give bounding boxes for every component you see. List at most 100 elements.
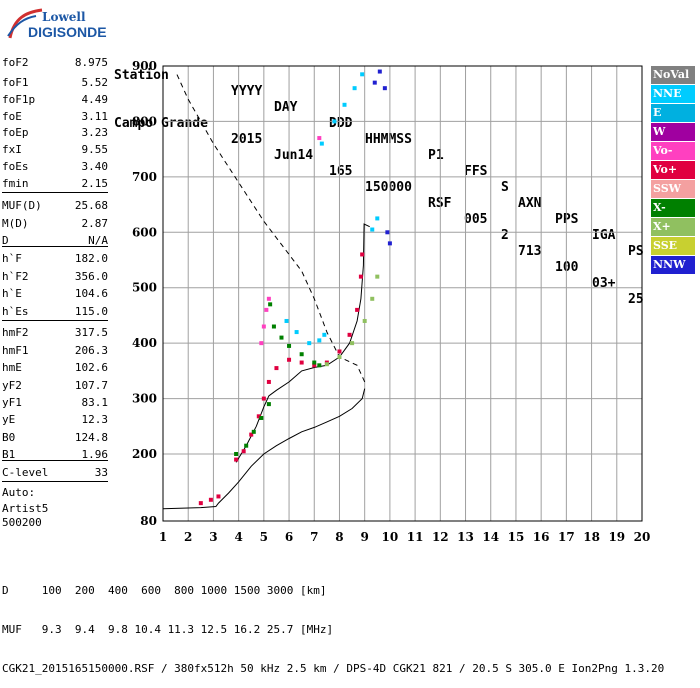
y-tick-label: 800 [132, 114, 157, 128]
param-row: foEp 3.23 [2, 126, 108, 140]
header-label-day: DAY [274, 100, 298, 115]
echo-point [249, 432, 254, 437]
param-row: foE 3.11 [2, 110, 108, 124]
param-row: C-level 33 [2, 466, 108, 480]
param-name: fmin [2, 177, 29, 190]
logo-text-digisonde: DIGISONDE [28, 24, 107, 40]
param-row: B1 1.96 [2, 448, 108, 462]
echo-point [375, 274, 380, 279]
echo-point [370, 296, 375, 301]
footer-file-info: CGK21_2015165150000.RSF / 380fx512h 50 k… [2, 662, 665, 675]
plot-frame [162, 65, 643, 522]
param-value: 2.87 [81, 217, 109, 230]
param-row: h`Es 115.0 [2, 305, 108, 319]
param-row: fmin 2.15 [2, 177, 108, 191]
echo-point [266, 379, 271, 384]
param-row: yF1 83.1 [2, 396, 108, 410]
param-separator [2, 246, 108, 247]
header-label-ps: PS [628, 244, 644, 259]
x-tick-label: 16 [533, 530, 550, 544]
param-separator [2, 481, 108, 482]
legend-item: SSE [651, 237, 695, 255]
param-name: fxI [2, 143, 22, 156]
echo-point [256, 414, 261, 419]
x-tick-label: 6 [285, 530, 293, 544]
extrapolated-profile [175, 71, 366, 383]
echo-point [268, 302, 273, 307]
footer-distance-row: D 100 200 400 600 800 1000 1500 3000 [km… [2, 584, 327, 597]
echo-point [259, 341, 264, 346]
param-row: D N/A [2, 234, 108, 248]
param-name: h`Es [2, 305, 29, 318]
autoscaling-info: 500200 [2, 516, 42, 529]
echo-point [360, 252, 365, 257]
param-value: 4.49 [81, 93, 109, 106]
echo-point [279, 335, 284, 340]
param-value: 3.11 [81, 110, 109, 123]
header-label-s: S [501, 180, 509, 195]
param-value: 182.0 [74, 252, 108, 265]
legend-item: E [651, 104, 695, 122]
param-name: hmE [2, 361, 22, 374]
param-name: MUF(D) [2, 199, 42, 212]
echo-point [261, 324, 266, 329]
station-header: Station YYYY DAY DDD HHMMSS P1 FFS S AXN… [114, 20, 674, 307]
param-separator [2, 320, 108, 321]
param-name: foF1 [2, 76, 29, 89]
header-label-ffs: FFS [464, 164, 488, 179]
echo-point [261, 396, 266, 401]
footer-info: D 100 200 400 600 800 1000 1500 3000 [km… [2, 558, 664, 688]
echo-point [347, 332, 352, 337]
chart-points [198, 69, 392, 506]
param-name: D [2, 234, 9, 247]
x-tick-label: 1 [159, 530, 167, 544]
echo-point [234, 457, 239, 462]
param-value: 1.96 [81, 448, 109, 461]
legend-item: SSW [651, 180, 695, 198]
echo-point [208, 497, 213, 502]
param-row: foF2 8.975 [2, 56, 108, 70]
x-tick-label: 15 [508, 530, 525, 544]
echo-point [332, 119, 337, 124]
param-value: 3.23 [81, 126, 109, 139]
header-label-station: Station [114, 68, 169, 83]
legend-item: X- [651, 199, 695, 217]
param-name: B1 [2, 448, 16, 461]
x-tick-label: 12 [432, 530, 449, 544]
header-value-s: 2 [501, 228, 509, 243]
x-axis-ticks: 1 2 3 4 5 6 7 8 9 10 11 12 13 14 15 16 17 18 19 20 [159, 530, 651, 544]
param-name: foEs [2, 160, 29, 173]
param-row: foF1 5.52 [2, 76, 108, 90]
header-value-station: Campo Grande [114, 116, 208, 131]
echo-point [216, 494, 221, 499]
param-value: 8.975 [74, 56, 108, 69]
echo-point [337, 349, 342, 354]
y-tick-label: 600 [132, 225, 157, 239]
x-tick-label: 17 [558, 530, 575, 544]
echo-point [362, 318, 367, 323]
echo-point [342, 102, 347, 107]
footer-muf-row: MUF 9.3 9.4 9.8 10.4 11.3 12.5 16.2 25.7… [2, 623, 334, 636]
y-axis-ticks: 80 200 300 400 500 600 700 800 900 [132, 59, 157, 528]
chart-grid [163, 66, 642, 521]
param-name: hmF2 [2, 326, 29, 339]
echo-point [319, 141, 324, 146]
echo-point [370, 227, 375, 232]
param-name: h`F [2, 252, 22, 265]
logo-swoosh-icon [7, 8, 43, 39]
legend-item: Vo- [651, 142, 695, 160]
echo-point [271, 324, 276, 329]
y-tick-label: 900 [132, 59, 157, 73]
echo-point [355, 307, 360, 312]
echo-point [266, 402, 271, 407]
legend-item: NNE [651, 85, 695, 103]
echo-point [198, 501, 203, 506]
echo-point [317, 136, 322, 141]
header-value-axn: 713 [518, 244, 542, 259]
echo-point [264, 307, 269, 312]
legend-item: X+ [651, 218, 695, 236]
param-value: 102.6 [74, 361, 108, 374]
param-value: 83.1 [81, 396, 109, 409]
echo-point [287, 343, 292, 348]
echo-point [284, 318, 289, 323]
